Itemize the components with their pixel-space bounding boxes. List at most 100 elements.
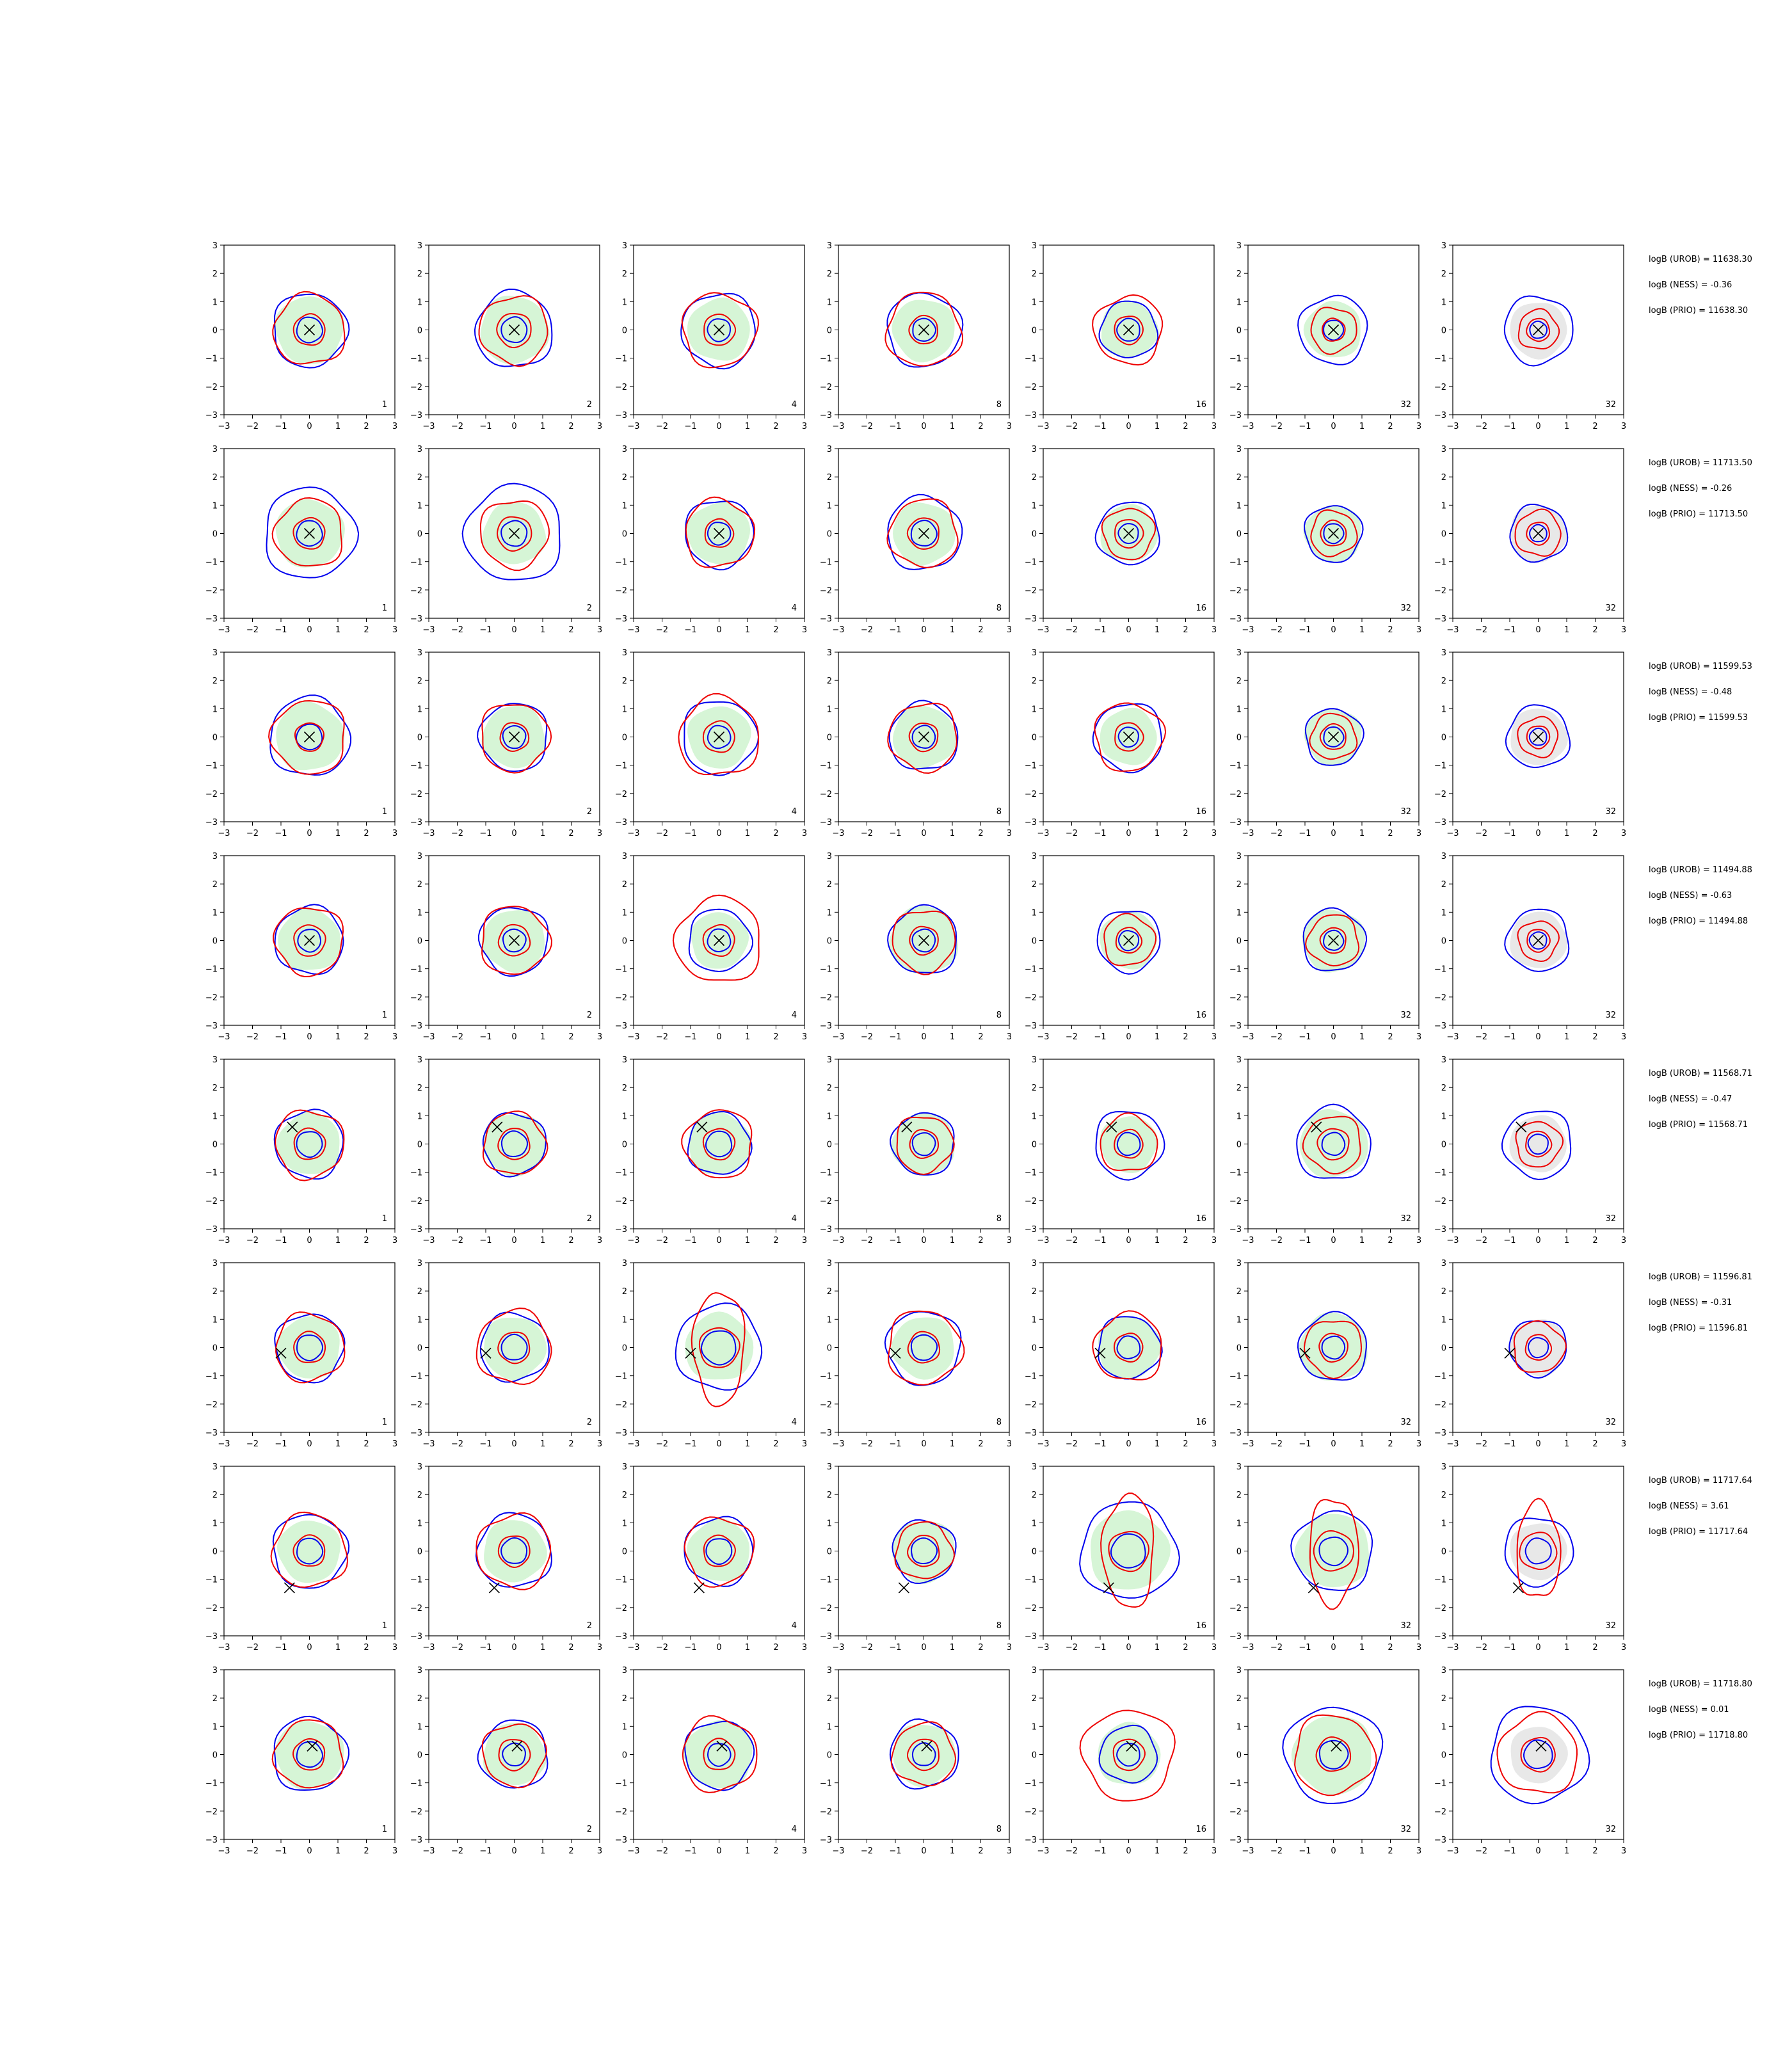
red-contour-inner xyxy=(293,1331,326,1363)
y-tick-label: −2 xyxy=(205,1197,218,1206)
x-tick-label: −1 xyxy=(1503,829,1516,838)
x-tick-label: 3 xyxy=(1621,1846,1626,1856)
y-tick-label: 2 xyxy=(622,676,627,686)
blue-contour-inner xyxy=(500,1130,529,1158)
x-tick-label: −1 xyxy=(275,1032,287,1042)
y-tick-label: −1 xyxy=(1434,1779,1446,1789)
true-value-marker xyxy=(1327,934,1340,947)
x-tick-label: 1 xyxy=(950,1846,955,1856)
panel-r3-c6: −3−3 −2 −2 −1 −1 0 0 1 1 2 2 3 3 32 xyxy=(1229,648,1421,838)
x-tick-label: 2 xyxy=(1592,1439,1597,1449)
panel-label: 1 xyxy=(382,1418,387,1427)
x-tick-label: −1 xyxy=(889,1846,901,1856)
blue-contour-inner xyxy=(911,928,936,953)
red-contour-inner xyxy=(908,314,938,345)
true-value-marker xyxy=(921,1740,932,1752)
blue-contour-outer xyxy=(479,1311,550,1383)
x-tick-label: 3 xyxy=(802,1032,807,1042)
y-tick-label: −1 xyxy=(1229,1169,1242,1178)
blue-contour-outer xyxy=(1098,1316,1163,1380)
y-tick-label: 0 xyxy=(417,1548,422,1557)
blue-contour-outer xyxy=(1503,295,1574,367)
y-tick-label: −3 xyxy=(1025,411,1037,420)
panel-label: 32 xyxy=(1605,604,1616,613)
y-tick-label: −1 xyxy=(1025,1169,1037,1178)
y-tick-label: 1 xyxy=(622,298,627,307)
y-tick-label: −2 xyxy=(1434,1400,1446,1410)
x-tick-label: 1 xyxy=(1359,1643,1364,1652)
true-value-marker xyxy=(1123,731,1135,743)
panel-label: 4 xyxy=(792,1418,797,1427)
y-tick-label: −1 xyxy=(410,1779,422,1789)
true-value-marker xyxy=(1103,1582,1114,1594)
red-contour-inner xyxy=(1114,519,1144,549)
y-tick-label: 3 xyxy=(827,1666,832,1676)
x-tick-label: 1 xyxy=(540,1439,545,1449)
x-tick-label: 0 xyxy=(511,1643,516,1652)
y-tick-label: 3 xyxy=(417,852,422,861)
red-contour-inner xyxy=(703,313,737,346)
y-tick-label: −3 xyxy=(1434,411,1446,420)
x-tick-label: −2 xyxy=(656,1846,668,1856)
red-contour-inner xyxy=(293,1127,326,1160)
y-tick-label: 3 xyxy=(1236,1462,1242,1472)
x-tick-label: −2 xyxy=(246,422,259,431)
y-tick-label: −1 xyxy=(820,1372,832,1382)
panel-label: 32 xyxy=(1605,400,1616,410)
x-tick-label: 1 xyxy=(335,625,340,635)
red-contour-inner xyxy=(1524,1334,1553,1361)
true-value-marker xyxy=(713,324,725,336)
x-tick-label: 2 xyxy=(568,1032,573,1042)
red-contour-outer xyxy=(1513,1320,1567,1373)
y-tick-label: 1 xyxy=(417,1315,422,1325)
blue-contour-outer xyxy=(482,1112,547,1178)
x-tick-label: −1 xyxy=(275,1439,287,1449)
blue-contour-outer xyxy=(1501,1110,1572,1180)
blue-contour-outer xyxy=(1490,1706,1590,1805)
panel-label: 32 xyxy=(1605,1011,1616,1020)
y-tick-label: 3 xyxy=(417,648,422,658)
x-tick-label: −2 xyxy=(656,1236,668,1245)
panel-label: 2 xyxy=(587,1011,592,1020)
x-tick-label: 1 xyxy=(1359,422,1364,431)
density-fill xyxy=(691,912,749,969)
y-tick-label: −1 xyxy=(1434,1372,1446,1382)
x-tick-label: −2 xyxy=(861,1439,873,1449)
x-tick-label: −2 xyxy=(861,829,873,838)
x-tick-label: 1 xyxy=(335,1643,340,1652)
y-tick-label: 1 xyxy=(1236,908,1242,918)
panel-label: 32 xyxy=(1400,604,1411,613)
y-tick-label: 1 xyxy=(417,501,422,511)
y-tick-label: −3 xyxy=(410,411,422,420)
y-tick-label: 0 xyxy=(1441,1140,1446,1150)
y-tick-label: 2 xyxy=(1236,473,1242,483)
x-tick-label: 1 xyxy=(1155,625,1160,635)
y-tick-label: −1 xyxy=(410,965,422,975)
blue-contour-inner xyxy=(296,1537,324,1565)
true-value-marker xyxy=(508,324,520,336)
panel-label: 1 xyxy=(382,1621,387,1631)
x-tick-label: −3 xyxy=(1446,1846,1459,1856)
x-tick-label: 0 xyxy=(307,1439,312,1449)
y-tick-label: −2 xyxy=(820,586,832,596)
panel-r5-c6: −3−3 −2 −2 −1 −1 0 0 1 1 2 2 3 3 32 xyxy=(1229,1055,1421,1245)
y-tick-label: 2 xyxy=(1032,1491,1037,1500)
x-tick-label: 3 xyxy=(392,1236,397,1245)
blue-contour-inner xyxy=(700,1330,737,1366)
y-tick-label: 2 xyxy=(622,473,627,483)
blue-contour-inner xyxy=(705,1538,733,1565)
x-tick-label: 2 xyxy=(568,1846,573,1856)
y-tick-label: 3 xyxy=(622,1055,627,1065)
density-fill xyxy=(891,1317,954,1380)
blue-contour-inner xyxy=(1529,320,1548,339)
y-tick-label: 2 xyxy=(1032,676,1037,686)
x-tick-label: −3 xyxy=(218,1236,230,1245)
red-contour-outer xyxy=(1100,1112,1158,1171)
x-tick-label: 2 xyxy=(1183,625,1188,635)
true-value-marker xyxy=(287,1121,298,1133)
panel-label: 32 xyxy=(1400,1418,1411,1427)
x-tick-label: 3 xyxy=(802,1643,807,1652)
panel-r1-c1: −3−3 −2 −2 −1 −1 0 0 1 1 2 2 3 3 1 xyxy=(205,241,397,431)
y-tick-label: −2 xyxy=(1229,1197,1242,1206)
x-tick-label: 1 xyxy=(745,1236,750,1245)
